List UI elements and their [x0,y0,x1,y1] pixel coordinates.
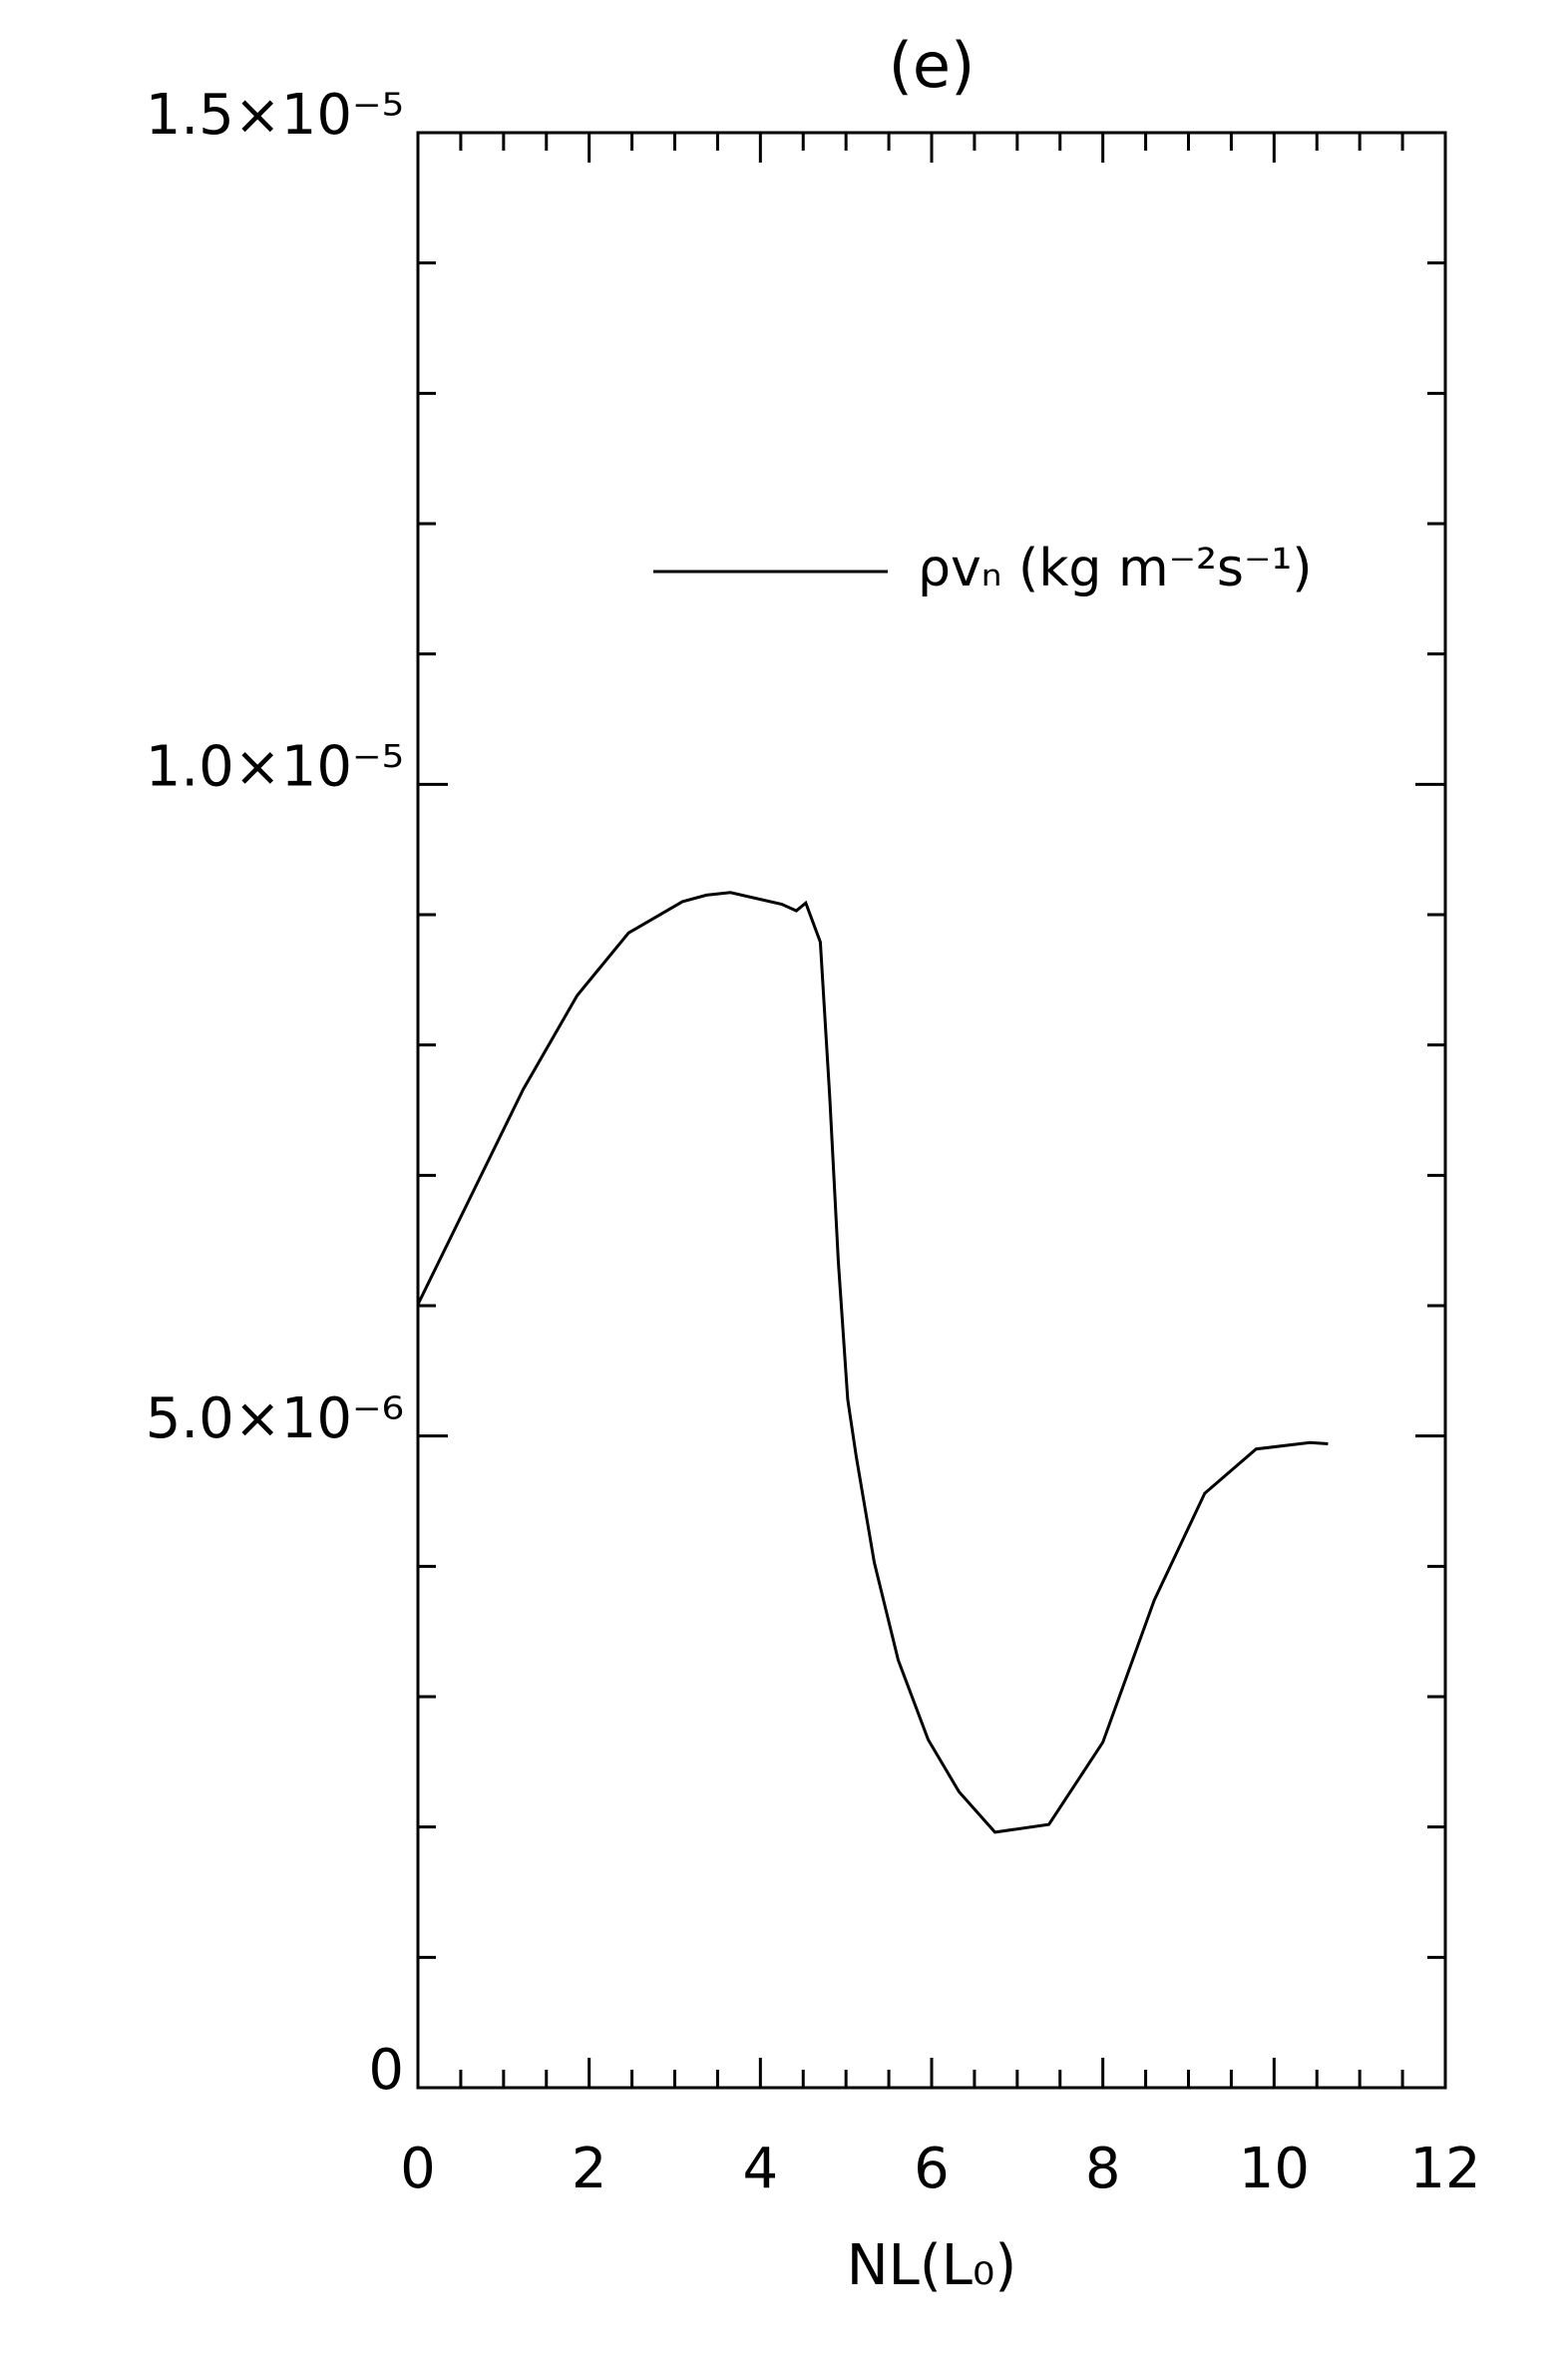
x-tick-label: 6 [914,2137,950,2201]
x-tick-label: 8 [1085,2137,1121,2201]
x-tick-label: 10 [1239,2137,1310,2201]
x-tick-label: 4 [743,2137,779,2201]
x-tick-label: 12 [1409,2137,1480,2201]
data-line [416,891,1329,1834]
x-tick-label: 0 [400,2137,436,2201]
x-tick-label: 2 [572,2137,607,2201]
y-tick-label: 1.0×10⁻⁵ [146,734,404,799]
plot-frame [416,131,1447,2090]
y-tick-label: 0 [368,2038,404,2103]
y-tick-label: 5.0×10⁻⁶ [146,1386,404,1451]
x-axis-label: NL(L₀) [847,2233,1016,2298]
y-tick-label: 1.5×10⁻⁵ [146,83,404,148]
chart-title: (e) [889,29,976,102]
legend-label: ρvₙ (kg m⁻²s⁻¹) [918,539,1313,598]
